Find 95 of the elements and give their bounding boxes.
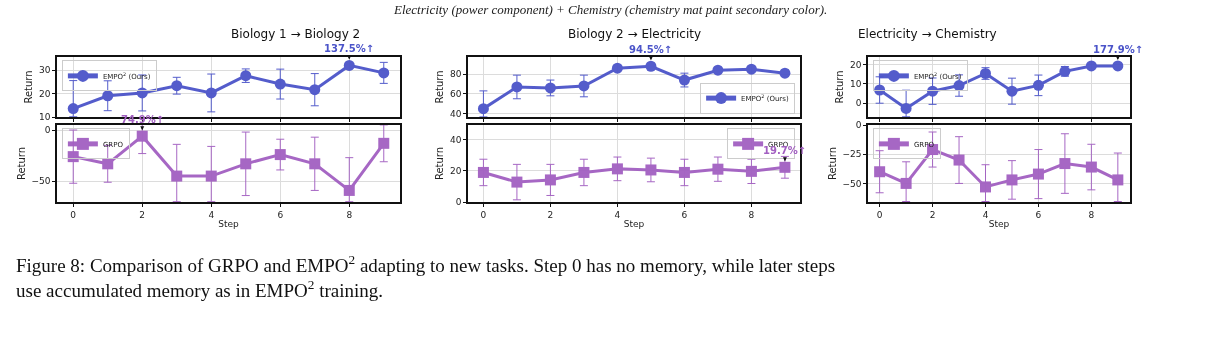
point: [1032, 79, 1044, 91]
y-tick-label: −50: [842, 178, 862, 189]
chart-title: Electricity → Chemistry: [858, 27, 997, 41]
y-tick-label: 20: [39, 88, 51, 99]
point: [343, 59, 355, 71]
x-tick-label: 0: [70, 209, 77, 220]
point: [611, 163, 623, 175]
point: [378, 67, 390, 79]
point: [645, 164, 657, 176]
x-tick-label: 2: [929, 209, 936, 220]
point: [1006, 174, 1018, 186]
y-tick-label: 40: [450, 108, 462, 119]
x-tick-label: 8: [748, 209, 755, 220]
y-tick-label: 30: [39, 65, 51, 76]
point: [171, 80, 183, 92]
x-tick-label: 8: [1088, 209, 1095, 220]
point: [309, 158, 321, 170]
chart-title: Biology 2 → Electricity: [568, 27, 702, 41]
chart-title: Biology 1 → Biology 2: [231, 27, 361, 41]
y-tick-label: 0: [44, 125, 51, 136]
y-tick-label: 10: [39, 112, 51, 123]
annotation: 177.9%↑: [1093, 44, 1144, 55]
point: [309, 84, 321, 96]
x-tick-label: 8: [346, 209, 353, 220]
point: [645, 60, 657, 72]
y-tick-label: 0: [855, 120, 862, 131]
y-tick-label: 20: [450, 166, 462, 177]
y-tick-label: 80: [450, 69, 462, 80]
point: [1085, 161, 1097, 173]
point: [378, 137, 390, 149]
x-axis-title: Step: [623, 218, 645, 229]
y-axis-title: Return: [826, 146, 838, 181]
x-tick-label: 4: [208, 209, 215, 220]
x-tick-label: 4: [614, 209, 621, 220]
point: [1112, 174, 1124, 186]
x-tick-label: 2: [139, 209, 146, 220]
point: [240, 158, 252, 170]
point: [1059, 158, 1071, 170]
point: [779, 161, 791, 173]
x-tick-label: 6: [277, 209, 284, 220]
point: [511, 81, 523, 93]
point: [712, 163, 724, 175]
annotation: 137.5%↑: [324, 43, 375, 54]
point: [745, 165, 757, 177]
point: [900, 177, 912, 189]
point: [578, 166, 590, 178]
y-tick-label: −50: [31, 176, 51, 187]
point: [205, 87, 217, 99]
x-tick-label: 4: [982, 209, 989, 220]
point: [1085, 60, 1097, 72]
point: [544, 174, 556, 186]
point: [511, 176, 523, 188]
y-axis-title: Return: [434, 146, 446, 181]
point: [1032, 168, 1044, 180]
y-tick-label: −25: [842, 149, 862, 160]
point: [678, 166, 690, 178]
point: [712, 64, 724, 76]
point: [477, 166, 489, 178]
point: [900, 102, 912, 114]
y-axis-title: Return: [834, 70, 846, 104]
point: [274, 149, 286, 161]
text: Electricity (power component) + Chemistry (chemistry mat paint secondary color).: [393, 2, 828, 17]
y-tick-label: 40: [450, 134, 462, 145]
text: Figure 8: Comparison of GRPO and EMPO$^{2}$ adapting to new tasks. Step 0 has no memory, while later steps use accumulated memory as in EMPO$^{2}$ training.: [16, 252, 836, 301]
y-axis-title: Return: [434, 70, 446, 104]
annotation: 94.5%↑: [629, 44, 673, 55]
point: [874, 166, 886, 178]
x-tick-label: 0: [876, 209, 883, 220]
y-tick-label: 60: [450, 89, 462, 99]
point: [136, 130, 148, 142]
point: [953, 154, 965, 166]
x-tick-label: 6: [1035, 209, 1042, 220]
point: [274, 78, 286, 90]
y-axis-title: Return: [15, 146, 27, 181]
point: [1112, 60, 1124, 72]
x-tick-label: 2: [547, 209, 554, 220]
y-tick-label: 0: [855, 98, 862, 109]
y-tick-label: 20: [850, 59, 862, 70]
point: [578, 80, 590, 92]
point: [205, 170, 217, 182]
y-tick-label: 0: [455, 197, 462, 208]
y-axis-title: Return: [23, 70, 35, 104]
point: [171, 170, 183, 182]
point: [745, 63, 757, 75]
x-axis-title: Step: [218, 218, 240, 229]
point: [67, 103, 79, 115]
point: [477, 103, 489, 115]
x-axis-title: Step: [988, 218, 1010, 229]
point: [611, 62, 623, 74]
x-tick-label: 0: [480, 209, 487, 220]
point: [343, 184, 355, 196]
x-tick-label: 6: [681, 209, 688, 220]
y-tick-label: 10: [850, 78, 862, 89]
point: [1006, 85, 1018, 97]
point: [980, 181, 991, 193]
